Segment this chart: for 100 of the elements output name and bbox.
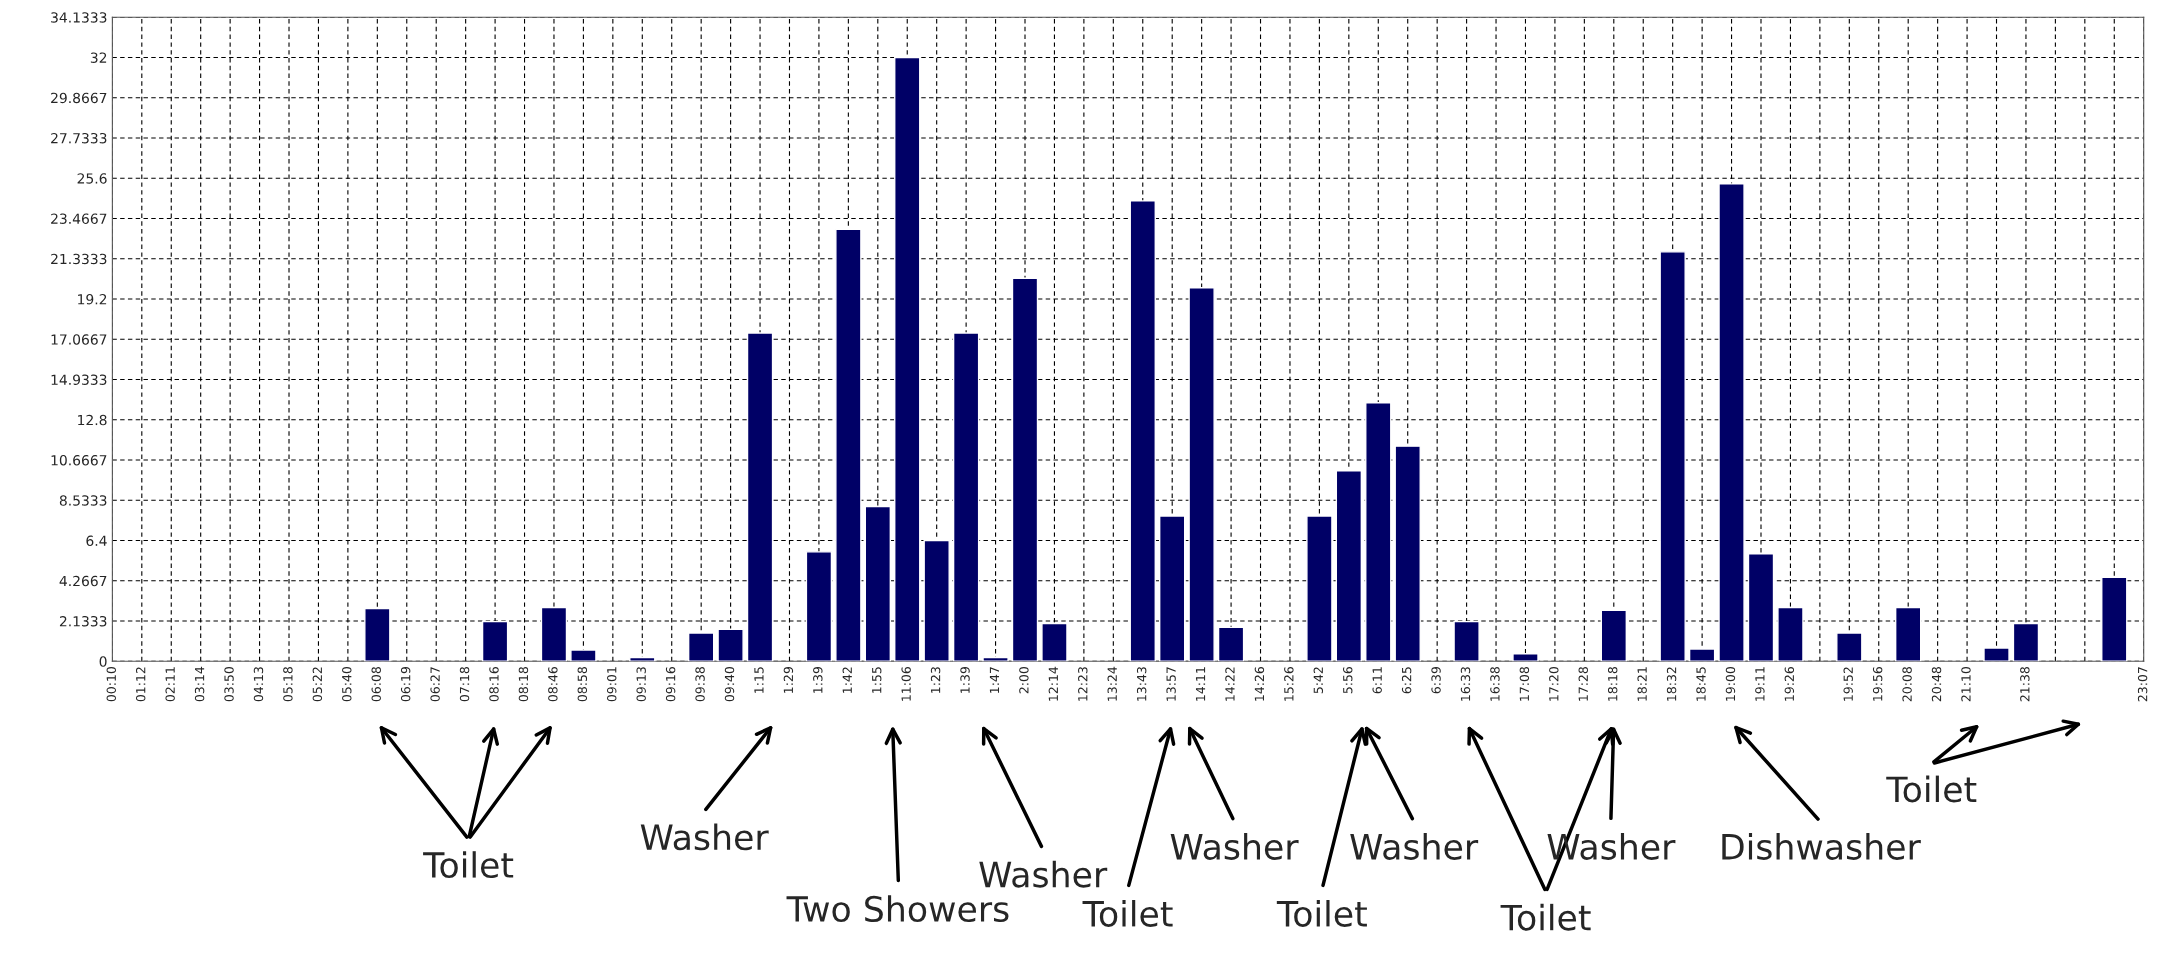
- text: Toilet: [1276, 900, 1367, 927]
- y-tick-label: 6.4: [86, 535, 107, 546]
- bar: [481, 620, 509, 662]
- x-tick-label: 14:22: [1225, 667, 1235, 701]
- text: Washer: [979, 860, 1108, 888]
- x-tick-label: 11:06: [901, 666, 911, 701]
- text: Washer: [1350, 833, 1479, 860]
- text: Toilet: [1082, 900, 1173, 927]
- x-tick-label: 1:15: [754, 667, 764, 693]
- bar: [629, 656, 656, 662]
- x-tick-label: 2:00: [1019, 666, 1029, 694]
- bar: [835, 228, 862, 662]
- bar: [1158, 515, 1186, 662]
- bar: [982, 656, 1009, 662]
- bar: [1041, 622, 1068, 662]
- x-tick-label: 09:16: [665, 666, 676, 702]
- y-tick-label: 0: [99, 656, 107, 667]
- x-tick-label: 20:08: [1902, 667, 1912, 702]
- bar: [952, 332, 980, 662]
- y-tick-label: 27.7333: [51, 132, 107, 144]
- x-tick-label: 17:28: [1578, 667, 1588, 701]
- bar: [1836, 632, 1863, 662]
- x-tick-label: 05:22: [312, 667, 323, 702]
- bar: [1894, 606, 1922, 662]
- bar: [1983, 647, 2010, 662]
- x-tick-label: 19:56: [1872, 666, 1883, 701]
- bar: [1747, 553, 1775, 662]
- x-tick-label: 16:38: [1490, 667, 1500, 701]
- x-tick-label: 08:46: [548, 666, 558, 702]
- y-tick-label: 29.8667: [51, 92, 107, 104]
- x-tick-label: 04:13: [253, 667, 264, 702]
- x-tick-label: 6:11: [1372, 667, 1382, 694]
- x-tick-label: 16:33: [1460, 667, 1471, 701]
- x-tick-label: 14:11: [1195, 667, 1206, 701]
- bar: [1129, 200, 1156, 662]
- y-tick-label: 2.1333: [59, 616, 107, 627]
- x-tick-label: 00:10: [106, 666, 116, 702]
- x-tick-label: 18:45: [1696, 667, 1706, 701]
- x-tick-label: 05:40: [342, 666, 352, 702]
- bar: [1777, 606, 1804, 662]
- x-tick-label: 09:01: [607, 667, 617, 702]
- x-tick-label: 12:23: [1078, 667, 1088, 701]
- y-tick-label: 17.0667: [51, 334, 107, 345]
- y-tick-label: 8.5333: [59, 495, 107, 506]
- bar: [540, 606, 568, 662]
- x-tick-label: 6:25: [1401, 667, 1412, 694]
- bar: [1688, 648, 1716, 662]
- x-tick-label: 21:10: [1961, 666, 1971, 702]
- x-tick-label: 06:27: [430, 667, 440, 702]
- bar: [2012, 622, 2040, 662]
- x-tick-label: 17:08: [1519, 667, 1530, 701]
- bar: [687, 632, 715, 662]
- x-tick-label: 19:52: [1843, 667, 1853, 701]
- bar: [746, 332, 774, 662]
- x-tick-label: 06:08: [371, 667, 381, 702]
- text: Toilet: [1500, 903, 1591, 931]
- bar: [1659, 251, 1686, 662]
- x-tick-label: 12:14: [1048, 666, 1058, 701]
- x-tick-label: 20:48: [1931, 667, 1942, 702]
- x-tick-label: 18:21: [1637, 667, 1647, 701]
- bar: [1512, 653, 1539, 662]
- x-tick-label: 01:12: [135, 667, 146, 702]
- x-tick-label: 18:18: [1607, 667, 1618, 701]
- bar: [1306, 515, 1333, 662]
- bar: [1394, 445, 1421, 662]
- y-tick-label: 4.2667: [59, 575, 107, 587]
- x-tick-label: 09:40: [724, 666, 735, 702]
- y-tick-label: 21.3333: [51, 253, 107, 265]
- x-tick-label: 19:00: [1725, 666, 1736, 701]
- x-tick-label: 21:38: [2020, 667, 2030, 702]
- x-tick-label: 14:26: [1254, 666, 1265, 701]
- text: Washer: [1170, 833, 1299, 860]
- bar: [717, 628, 744, 662]
- x-tick-label: 19:11: [1755, 667, 1765, 701]
- bar: [1453, 620, 1480, 662]
- x-tick-label: 17:20: [1549, 666, 1559, 701]
- x-tick-label: 07:18: [459, 667, 470, 702]
- bar: [1600, 609, 1628, 662]
- x-tick-label: 1:42: [842, 667, 852, 693]
- bar: [805, 551, 833, 662]
- bar: [923, 539, 950, 662]
- bar: [1188, 286, 1215, 662]
- y-tick-label: 19.2: [78, 293, 107, 305]
- x-tick-label: 13:57: [1166, 667, 1176, 701]
- x-tick-label: 18:32: [1666, 667, 1677, 701]
- bar: [1365, 402, 1392, 662]
- bar: [570, 649, 597, 662]
- x-tick-label: 1:23: [930, 667, 941, 693]
- x-tick-label: 15:26: [1284, 666, 1294, 701]
- x-tick-label: 5:42: [1313, 667, 1324, 694]
- x-tick-label: 1:29: [783, 667, 794, 693]
- bar: [2101, 576, 2128, 662]
- bar: [864, 505, 892, 662]
- text: Toilet: [1886, 775, 1977, 803]
- x-tick-label: 1:55: [872, 667, 882, 693]
- x-tick-label: 08:16: [489, 666, 499, 702]
- bar: [894, 56, 921, 662]
- y-tick-label: 34.1333: [51, 12, 107, 23]
- x-tick-label: 13:24: [1107, 666, 1117, 701]
- text: Two Showers: [786, 895, 1009, 923]
